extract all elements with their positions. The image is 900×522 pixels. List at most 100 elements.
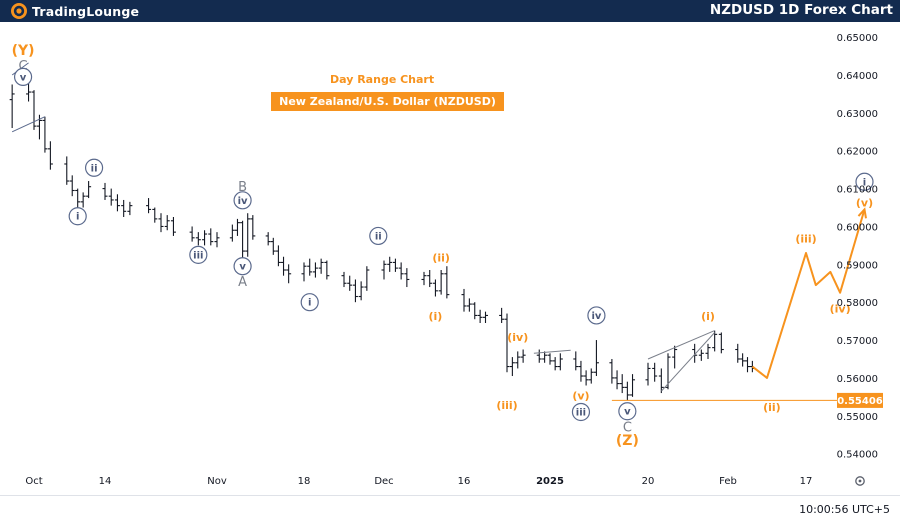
- wave-label-circle: [84, 158, 104, 177]
- ohlc-bar: [578, 360, 584, 382]
- ohlc-bar: [75, 188, 81, 210]
- price-tick-label: 0.59000: [837, 260, 878, 271]
- price-axis[interactable]: 0.65000 0.64000 0.63000 0.62000 0.61000 0.600…: [837, 33, 883, 461]
- projection-path: [751, 209, 866, 379]
- wave-label-text: v: [239, 262, 246, 273]
- ohlc-bar: [698, 349, 704, 361]
- ohlc-bar: [31, 90, 37, 130]
- wave-label: iii: [571, 402, 591, 422]
- logo-text: TradingLounge: [32, 3, 140, 19]
- wave-label: v: [233, 257, 252, 276]
- ohlc-bar: [195, 232, 201, 246]
- price-tick-label: 0.58000: [837, 298, 878, 309]
- wave-label: (iii): [795, 232, 816, 245]
- ohlc-bar: [114, 194, 120, 212]
- time-tick-label: 16: [458, 476, 471, 487]
- logo: TradingLounge: [10, 2, 139, 20]
- wave-label-text: (iii): [795, 232, 816, 245]
- trendline: [533, 349, 571, 354]
- wave-label: i: [855, 172, 874, 191]
- ohlc-bar: [312, 262, 318, 278]
- wave-label: (v): [572, 389, 589, 402]
- ohlc-bar: [645, 362, 651, 386]
- wave-label: (i): [429, 310, 443, 323]
- wave-label-text: (v): [572, 389, 589, 402]
- ohlc-bar: [588, 368, 594, 384]
- ohlc-bar: [444, 266, 450, 299]
- wave-label: (i): [701, 310, 715, 323]
- wave-label: (iv): [830, 302, 851, 315]
- wave-label: C: [19, 59, 28, 74]
- ohlc-bar: [438, 270, 444, 295]
- time-tick-label: 20: [642, 476, 655, 487]
- wave-label-text: i: [308, 298, 311, 309]
- wave-label-circle: [855, 172, 874, 191]
- ohlc-bar: [47, 141, 53, 170]
- ohlc-bar: [102, 182, 108, 200]
- ohlc-bars: [9, 80, 755, 401]
- wave-label-circle: [233, 257, 252, 276]
- wave-label-text: (i): [701, 310, 715, 323]
- wave-label-circle: [13, 67, 33, 87]
- wave-label-text: (v): [856, 196, 873, 209]
- ohlc-bar: [307, 258, 313, 276]
- time-axis[interactable]: Oct 14 Nov 18 Dec 16 2025 20 Feb 17: [25, 476, 812, 487]
- footer-divider: [0, 495, 900, 496]
- ohlc-bar: [301, 262, 307, 282]
- wave-label: iv: [587, 306, 606, 325]
- ohlc-bar: [583, 370, 589, 386]
- wave-label-text: (iv): [830, 302, 851, 315]
- time-tick-label: Nov: [207, 476, 227, 487]
- trendlines: [11, 62, 716, 392]
- trendline: [647, 330, 715, 360]
- wave-label-text: v: [624, 407, 631, 418]
- ohlc-bar: [214, 232, 220, 248]
- ohlc-bar: [461, 288, 467, 312]
- wave-label: iv: [233, 191, 252, 210]
- ohlc-bar: [427, 270, 433, 288]
- time-tick-label: 2025: [536, 476, 564, 487]
- price-tick-label: 0.61000: [837, 185, 878, 196]
- wave-label: iii: [189, 245, 208, 264]
- wave-label-text: A: [238, 275, 247, 290]
- ohlc-bar: [740, 353, 746, 367]
- ohlc-bar: [364, 266, 370, 291]
- wave-label-circle: [587, 306, 606, 325]
- ohlc-bar: [281, 256, 287, 276]
- ohlc-bar: [240, 220, 246, 259]
- current-price-tag: [837, 392, 883, 408]
- wave-label-text: B: [238, 180, 247, 195]
- wave-label-circle: [369, 226, 388, 246]
- wave-label-circle: [300, 293, 319, 312]
- trendline: [11, 116, 46, 133]
- wave-label-circle: [68, 207, 87, 226]
- wave-label: (ii): [432, 251, 450, 264]
- ohlc-bar: [275, 245, 281, 267]
- wave-label-text: ii: [375, 231, 382, 242]
- ohlc-bar: [745, 357, 750, 373]
- ohlc-bar: [483, 311, 488, 324]
- ohlc-bar: [499, 307, 505, 324]
- wave-label-text: ii: [91, 163, 98, 174]
- ohlc-bar: [265, 232, 271, 246]
- wave-label: C: [623, 421, 632, 436]
- ohlc-bar: [466, 298, 472, 312]
- settings-icon[interactable]: [855, 476, 865, 486]
- ohlc-bar: [80, 192, 86, 208]
- trendline: [660, 332, 716, 392]
- wave-label: i: [68, 207, 87, 226]
- wave-label-circle: [233, 191, 252, 210]
- ohlc-bar: [593, 340, 599, 377]
- tradinglounge-logo-icon: [11, 3, 27, 19]
- wave-label-text: (Z): [616, 433, 639, 449]
- wave-label: v: [13, 67, 33, 87]
- ohlc-bar: [712, 330, 718, 352]
- ohlc-bar: [614, 370, 620, 390]
- ohlc-bar: [520, 349, 526, 363]
- ohlc-bar: [477, 309, 483, 324]
- ohlc-bar: [536, 349, 542, 363]
- wave-label-text: i: [76, 212, 79, 223]
- ohlc-bar: [108, 188, 114, 206]
- wave-label-text: (iii): [496, 399, 517, 412]
